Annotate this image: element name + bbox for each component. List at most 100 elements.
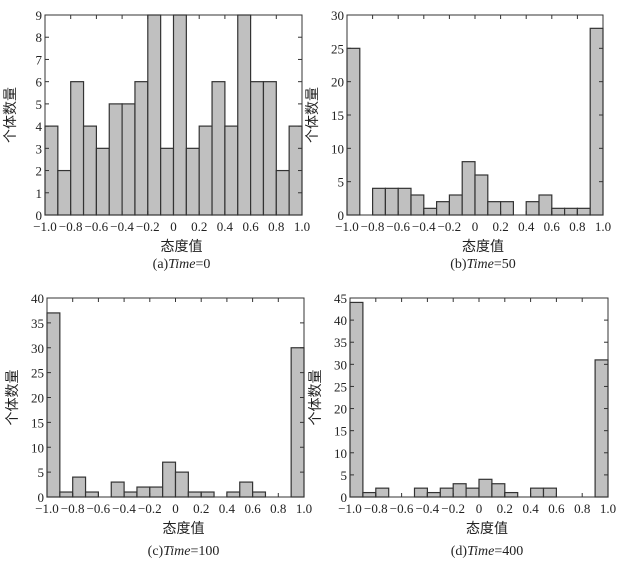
x-tick-label: −0.2 [438, 219, 462, 234]
histogram-bar [397, 187, 412, 216]
histogram-bar [423, 207, 438, 216]
histogram-bar [487, 201, 502, 216]
x-tick-label: 0.8 [569, 219, 585, 234]
chart-panel-d: −1.0 −0.8 −0.6 −0.4 −0.2 0 0.2 0.4 0.6 0.8 1.0 0 5 10… [308, 291, 616, 559]
y-tick-label: 30 [31, 341, 44, 356]
histogram-bar [346, 47, 361, 216]
histogram-bar [426, 491, 441, 498]
histogram-bar [529, 487, 545, 498]
caption-value: =100 [190, 544, 219, 559]
y-axis-label: 个体数量 [5, 370, 21, 426]
histogram-bar [410, 194, 425, 216]
x-axis-label: 态度值 [466, 521, 508, 537]
caption-prefix: (a) [153, 257, 169, 272]
x-tick-label: −0.8 [364, 501, 388, 516]
x-tick-label: 0 [172, 501, 179, 516]
y-tick-label: 25 [31, 366, 44, 381]
y-tick-label: 8 [36, 30, 43, 45]
x-tick-label: 0.2 [193, 501, 209, 516]
histogram-bar [187, 491, 202, 498]
histogram-bar [136, 486, 151, 498]
histogram-bar [413, 487, 428, 498]
subfigure-caption: (b)Time=50 [450, 257, 515, 272]
histogram-bar [110, 481, 125, 498]
histogram-bar [123, 491, 138, 498]
x-axis-label: 态度值 [163, 521, 205, 537]
histogram-bar [362, 491, 377, 498]
caption-value: =0 [195, 257, 210, 272]
histogram-bar [211, 81, 226, 216]
x-tick-label: 0 [476, 501, 483, 516]
y-axis-label: 个体数量 [305, 87, 321, 143]
x-tick-label: 0.4 [522, 501, 539, 516]
histogram-bar [538, 194, 553, 216]
histogram-bar [576, 207, 591, 216]
x-tick-label: 0.6 [544, 219, 561, 234]
caption-value: =400 [494, 544, 523, 559]
subfigure-caption: (d)Time=400 [451, 544, 523, 559]
x-tick-label: 0.6 [242, 219, 259, 234]
histogram-bar [542, 487, 557, 498]
histogram-bar [172, 14, 187, 216]
histogram-bar [174, 471, 189, 498]
histogram-bar [134, 81, 149, 216]
histogram-bar [149, 486, 164, 498]
histogram-bar [239, 481, 254, 498]
histogram-bar [185, 147, 200, 216]
y-tick-label: 2 [36, 164, 43, 179]
x-tick-label: 0.2 [492, 219, 508, 234]
x-tick-label: 0.4 [219, 501, 236, 516]
caption-prefix: (b) [450, 257, 467, 272]
x-tick-label: 1.0 [296, 501, 312, 516]
y-tick-label: 15 [331, 108, 344, 123]
y-tick-label: 9 [36, 8, 43, 23]
y-tick-label: 0 [36, 208, 43, 223]
x-tick-label: 0.8 [270, 501, 286, 516]
x-tick-label: −1.0 [33, 219, 57, 234]
x-tick-label: −0.2 [136, 219, 160, 234]
x-tick-label: 0.2 [497, 501, 513, 516]
x-tick-label: −0.4 [412, 219, 436, 234]
histogram-bar [46, 312, 61, 498]
x-tick-label: 0.4 [518, 219, 535, 234]
caption-variable: Time [467, 257, 494, 272]
y-tick-label: 6 [36, 75, 43, 90]
histogram-bar [461, 161, 476, 216]
y-tick-label: 0 [338, 208, 345, 223]
x-tick-label: −0.8 [61, 501, 85, 516]
histogram-bar [200, 491, 215, 498]
y-tick-label: 5 [341, 468, 348, 483]
x-tick-label: −0.2 [138, 501, 162, 516]
y-tick-label: 15 [334, 424, 347, 439]
y-tick-label: 40 [31, 291, 44, 306]
histogram-bar [84, 491, 100, 498]
y-tick-label: 35 [334, 335, 347, 350]
y-tick-label: 10 [31, 440, 44, 455]
histogram-bar [198, 125, 213, 216]
histogram-bar [121, 103, 136, 216]
y-axis-label: 个体数量 [308, 370, 324, 426]
histogram-bar [252, 491, 267, 498]
histogram-bar [504, 491, 519, 498]
y-tick-label: 20 [31, 391, 44, 406]
x-tick-label: 0.6 [548, 501, 565, 516]
y-tick-label: 0 [38, 490, 45, 505]
caption-variable: Time [163, 544, 190, 559]
histogram-bar [72, 476, 87, 498]
histogram-bar [349, 301, 364, 498]
histogram-bar [147, 14, 162, 216]
x-tick-label: −0.6 [85, 219, 109, 234]
y-tick-label: 20 [331, 75, 344, 90]
y-tick-label: 5 [38, 465, 45, 480]
histogram-bar [262, 81, 277, 216]
histogram-bar [448, 194, 463, 216]
y-tick-label: 3 [36, 141, 43, 156]
x-axis-label: 态度值 [161, 239, 203, 255]
histogram-bar [384, 187, 399, 216]
y-tick-label: 35 [31, 316, 44, 331]
x-tick-label: 1.0 [600, 501, 616, 516]
histogram-bar [224, 125, 239, 216]
caption-prefix: (c) [148, 544, 164, 559]
histogram-bar [59, 491, 74, 498]
